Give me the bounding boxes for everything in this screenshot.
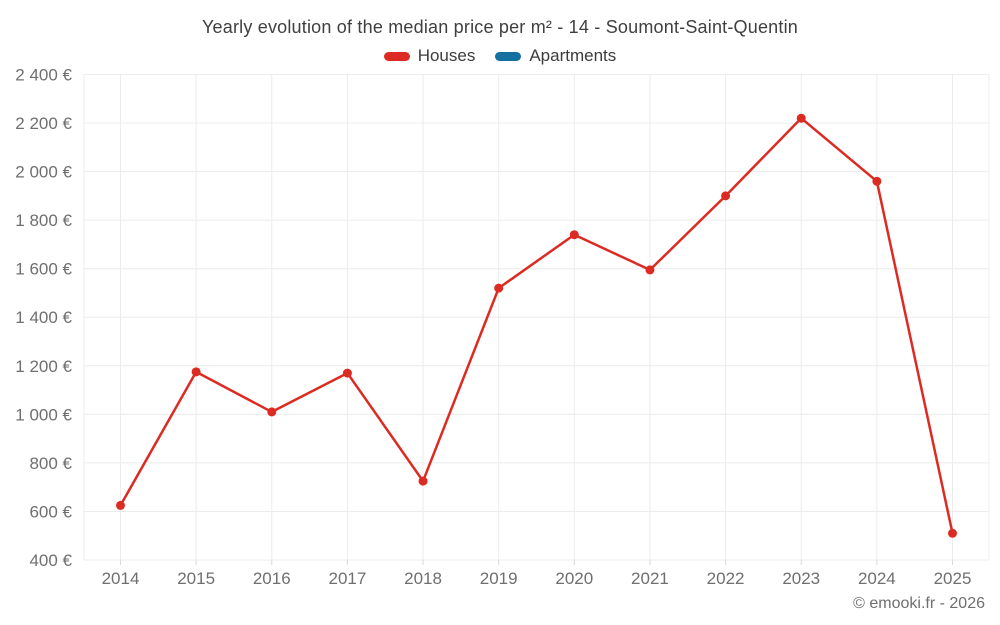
x-tick-label-2015: 2015 [177,569,215,588]
legend-item-houses[interactable]: Houses [383,46,476,66]
data-point-houses-2015[interactable] [191,367,201,377]
y-tick-label-800: 800 € [29,454,72,473]
x-tick-label-2017: 2017 [328,569,366,588]
y-tick-label-1000: 1 000 € [15,405,72,424]
data-point-houses-2025[interactable] [948,528,957,538]
data-point-houses-2016[interactable] [267,407,277,417]
copyright-attribution: © emooki.fr - 2026 [853,595,985,612]
data-point-houses-2023[interactable] [796,113,806,123]
data-point-houses-2020[interactable] [569,230,579,240]
x-tick-label-2023: 2023 [782,569,820,588]
x-tick-label-2024: 2024 [858,569,896,588]
x-tick-label-2018: 2018 [404,569,442,588]
data-point-houses-2017[interactable] [342,368,352,378]
y-tick-label-1200: 1 200 € [15,357,72,376]
x-tick-label-2019: 2019 [480,569,518,588]
y-tick-label-2000: 2 000 € [15,163,72,182]
data-point-houses-2021[interactable] [645,265,655,275]
data-point-houses-2019[interactable] [494,283,504,293]
y-tick-label-2400: 2 400 € [15,65,72,84]
data-point-houses-2024[interactable] [872,176,882,186]
data-point-houses-2018[interactable] [418,476,428,486]
apartments-series-swatch-icon [495,51,522,61]
data-point-houses-2022[interactable] [721,191,731,201]
y-tick-label-1800: 1 800 € [15,211,72,230]
data-point-houses-2014[interactable] [116,500,125,510]
chart-title: Yearly evolution of the median price per… [201,17,799,37]
series-line-houses [119,116,954,535]
y-tick-label-2200: 2 200 € [15,114,72,133]
x-tick-label-2020: 2020 [555,569,593,588]
y-tick-label-1400: 1 400 € [15,308,72,327]
x-tick-label-2021: 2021 [631,569,669,588]
y-tick-label-600: 600 € [29,502,72,521]
x-tick-label-2014: 2014 [102,569,140,588]
houses-series-swatch-icon [383,51,410,61]
legend-label-apartments: Apartments [529,46,617,65]
y-tick-label-400: 400 € [29,551,72,570]
x-tick-label-2025: 2025 [934,569,972,588]
x-tick-label-2016: 2016 [253,569,291,588]
legend-item-apartments[interactable]: Apartments [495,46,616,66]
y-tick-label-1600: 1 600 € [15,260,72,279]
legend-label-houses: Houses [417,46,476,65]
chart-legend: Houses Apartments [0,46,1000,66]
x-tick-label-2022: 2022 [707,569,745,588]
